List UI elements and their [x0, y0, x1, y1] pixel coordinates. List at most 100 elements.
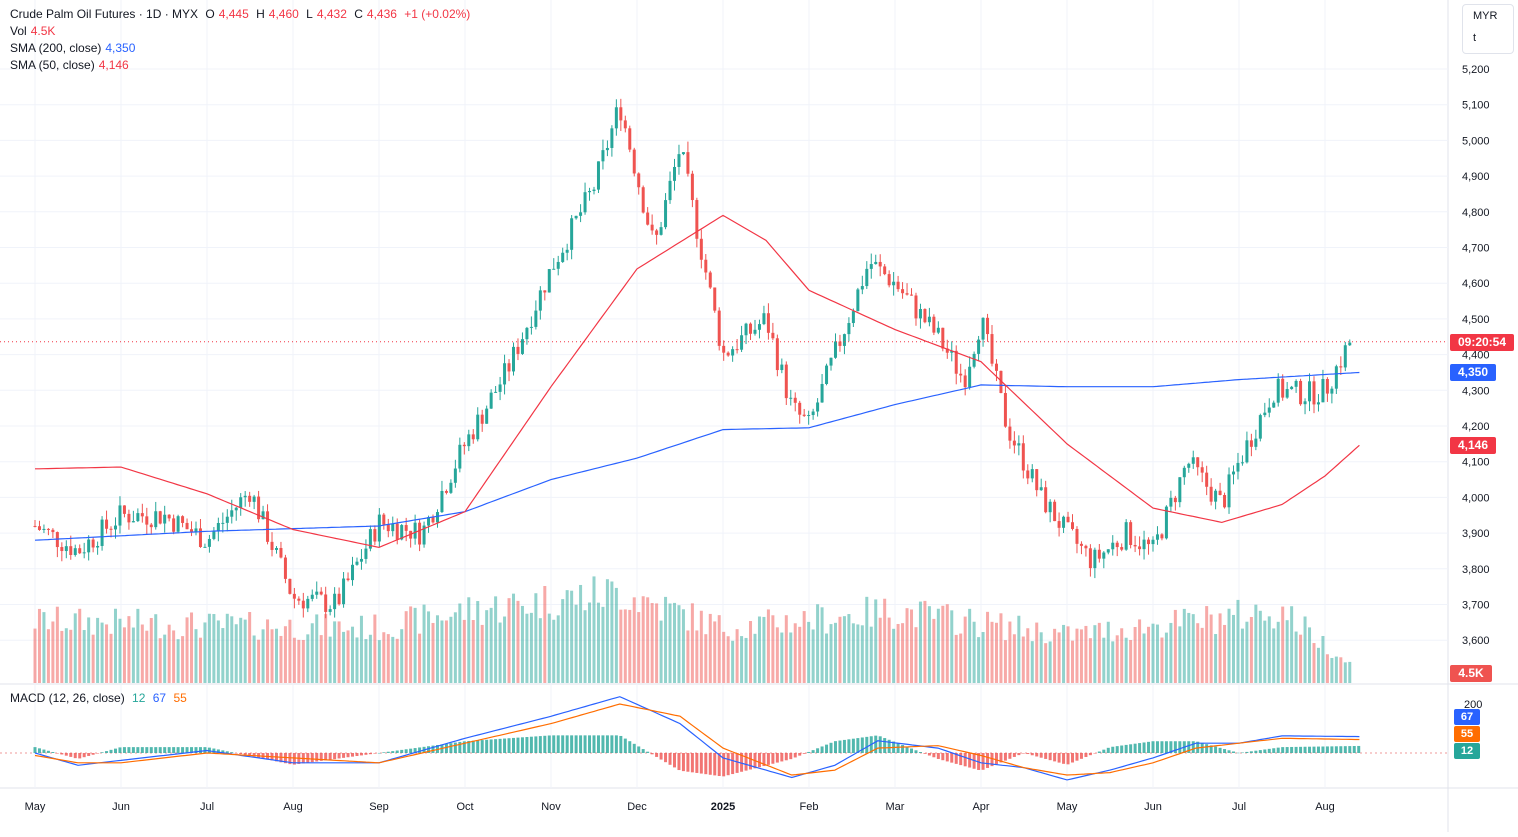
macd-hist-bar — [404, 749, 408, 753]
volume-bar — [1218, 613, 1222, 683]
macd-hist-bar — [628, 741, 632, 753]
volume-bar — [968, 608, 972, 683]
candle-body — [749, 323, 753, 334]
sma50-line — [35, 214, 1360, 549]
macd-hist-bar — [851, 738, 855, 753]
candle-body — [163, 514, 167, 524]
candle-body — [807, 415, 811, 417]
candle-body — [552, 268, 556, 270]
volume-bar — [833, 622, 837, 683]
candle-body — [1021, 443, 1025, 471]
candle-body — [833, 341, 837, 358]
volume-bar — [257, 639, 261, 683]
volume-bar — [1097, 622, 1101, 683]
volume-bar — [1258, 610, 1262, 683]
volume-bar — [306, 634, 310, 683]
candle-body — [1151, 539, 1155, 545]
candle-body — [1240, 462, 1244, 464]
volume-bar — [109, 633, 113, 683]
macd-hist-bar — [784, 753, 788, 761]
macd-hist-bar — [838, 740, 842, 753]
macd-hist-bar — [386, 751, 390, 753]
candle-body — [109, 528, 113, 530]
volume-bar — [1348, 661, 1352, 683]
macd-hist-bar — [1218, 747, 1222, 753]
candle-body — [896, 281, 900, 290]
macd-hist-bar — [910, 748, 914, 753]
macd-hist-bar — [547, 735, 551, 753]
macd-line — [34, 696, 1360, 781]
macd-hist-bar — [847, 739, 851, 753]
candle-body — [525, 327, 529, 340]
volume-bar — [207, 613, 211, 683]
volume-bar — [1057, 632, 1061, 683]
macd-hist-bar — [708, 753, 712, 775]
candle-body — [981, 317, 985, 340]
macd-hist-bar — [364, 753, 368, 755]
macd-hist-bar — [865, 736, 869, 753]
sma50-value: 4,146 — [98, 58, 129, 72]
volume-legend[interactable]: Vol 4.5K — [10, 23, 59, 40]
macd-hist-bar — [418, 747, 422, 753]
sma200-legend[interactable]: SMA (200, close) 4,350 — [10, 40, 139, 57]
macd-hist-bar — [355, 753, 359, 757]
candle-body — [918, 308, 922, 319]
sma50-legend[interactable]: SMA (50, close) 4,146 — [10, 57, 133, 74]
volume-bar — [726, 636, 730, 683]
candle-body — [932, 316, 936, 333]
candle-body — [1147, 539, 1151, 545]
volume-bar — [1182, 608, 1186, 683]
volume-bar — [418, 633, 422, 683]
high-value: 4,460 — [268, 7, 299, 21]
macd-hist-bar — [136, 747, 140, 753]
volume-bar — [1312, 643, 1316, 683]
candle-body — [529, 326, 533, 328]
macd-hist-bar — [1205, 744, 1209, 753]
volume-bar — [266, 619, 270, 683]
candle-body — [462, 444, 466, 447]
symbol-label[interactable]: Crude Palm Oil Futures · 1D · MYX — [10, 7, 199, 21]
candle-body — [570, 218, 574, 250]
volume-bar — [757, 616, 761, 683]
macd-hist-bar — [346, 753, 350, 758]
time-tick-label: Jul — [200, 801, 214, 813]
candle-body — [1218, 490, 1222, 496]
candle-body — [641, 187, 645, 213]
macd-hist-bar — [377, 752, 381, 754]
macd-hist-bar — [829, 742, 833, 753]
macd-hist-bar — [901, 745, 905, 753]
volume-bar — [547, 613, 551, 683]
macd-hist-bar — [342, 753, 346, 758]
macd-hist-bar — [359, 753, 363, 756]
candle-body — [131, 521, 135, 523]
macd-legend[interactable]: MACD (12, 26, close) 12 67 55 — [10, 690, 191, 707]
macd-hist-bar — [78, 753, 82, 759]
candle-body — [968, 366, 972, 388]
volume-bar — [46, 629, 50, 683]
candle-body — [1214, 490, 1218, 502]
volume-bar — [359, 615, 363, 683]
candle-body — [453, 468, 457, 483]
volume-bar — [337, 621, 341, 683]
candle-body — [1178, 477, 1182, 503]
volume-bar — [977, 637, 981, 683]
macd-hist-bar — [1155, 741, 1159, 753]
candle-body — [1026, 470, 1030, 479]
macd-hist-bar — [945, 753, 949, 762]
currency-selector[interactable]: MYR t — [1462, 4, 1514, 54]
volume-bar — [1303, 616, 1307, 683]
candle-body — [1088, 548, 1092, 569]
volume-bar — [333, 621, 337, 683]
candle-body — [1017, 443, 1021, 446]
candle-body — [333, 593, 337, 610]
candle-body — [579, 212, 583, 216]
volume-bar — [986, 611, 990, 683]
candle-body — [225, 516, 229, 523]
macd-hist-bar — [552, 735, 556, 753]
macd-signal-line — [34, 703, 1360, 776]
macd-hist-bar — [494, 739, 498, 753]
macd-hist-bar — [1330, 746, 1334, 753]
candle-body — [1111, 542, 1115, 550]
volume-bar — [422, 604, 426, 683]
